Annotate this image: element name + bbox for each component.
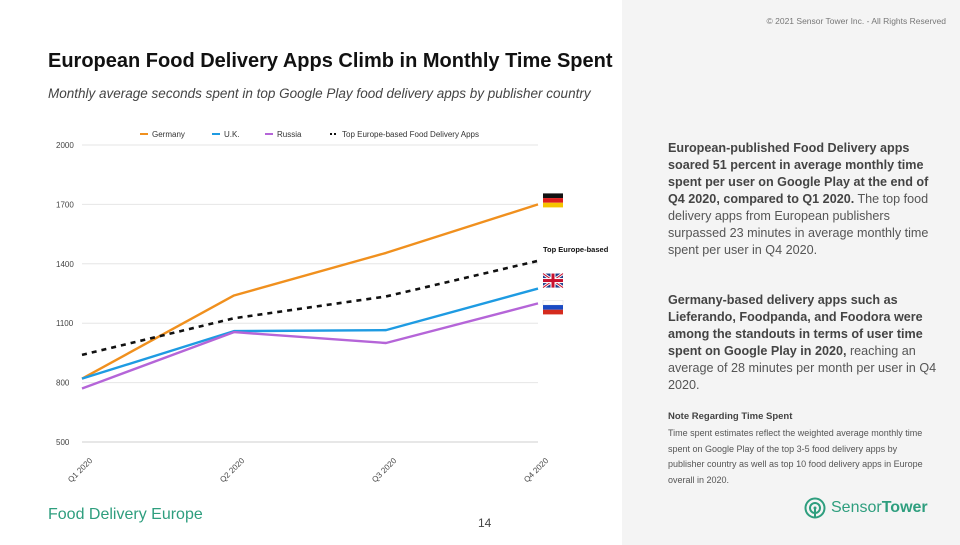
footer-label: Food Delivery Europe xyxy=(48,506,203,523)
series-line xyxy=(81,287,539,380)
paragraph-2: Germany-based delivery apps such as Lief… xyxy=(668,292,938,394)
russia-flag-icon xyxy=(542,300,564,315)
y-tick-label: 800 xyxy=(56,379,70,388)
note-body: Time spent estimates reflect the weighte… xyxy=(668,428,923,485)
sensor-tower-logo: SensorTower xyxy=(804,496,928,520)
paragraph-1-bold: European-published Food Delivery apps so… xyxy=(668,141,929,206)
copyright: © 2021 Sensor Tower Inc. - All Rights Re… xyxy=(766,16,947,26)
series-line xyxy=(81,203,539,380)
y-tick-label: 1100 xyxy=(56,319,74,328)
chart-subtitle: Monthly average seconds spent in top Goo… xyxy=(48,86,591,101)
chart-title: European Food Delivery Apps Climb in Mon… xyxy=(48,50,613,72)
legend-label: U.K. xyxy=(224,130,240,139)
x-tick-label: Q2 2020 xyxy=(218,456,246,484)
series-line xyxy=(81,259,539,357)
uk-flag-icon xyxy=(542,272,564,289)
x-tick-label: Q3 2020 xyxy=(370,456,398,484)
x-tick-label: Q1 2020 xyxy=(66,456,94,484)
y-tick-label: 500 xyxy=(56,438,70,447)
paragraph-2-regular: reaching an average of 28 minutes per mo… xyxy=(668,344,937,392)
right-panel xyxy=(622,0,960,545)
logo-text-tower: Tower xyxy=(881,499,928,516)
x-tick-label: Q4 2020 xyxy=(522,456,550,484)
y-tick-label: 1700 xyxy=(56,200,74,209)
logo-text-sensor: Sensor xyxy=(831,499,882,516)
logo-text: SensorTower xyxy=(831,499,928,517)
paragraph-1-regular: The top food delivery apps from European… xyxy=(668,192,929,257)
y-tick-label: 1400 xyxy=(56,260,74,269)
line-chart: 500 800 1100 1400 1700 2000 Q1 2020 Q2 2020 Q3 2… xyxy=(56,130,609,484)
legend-label: Russia xyxy=(277,130,302,139)
series-end-label: Top Europe-based xyxy=(543,245,609,254)
y-tick-label: 2000 xyxy=(56,141,74,150)
paragraph-1: European-published Food Delivery apps so… xyxy=(668,140,938,259)
germany-flag-icon xyxy=(543,193,563,208)
legend-label: Germany xyxy=(152,130,185,139)
note-title: Note Regarding Time Spent xyxy=(668,411,793,422)
paragraph-2-bold: Germany-based delivery apps such as Lief… xyxy=(668,293,923,358)
legend-label: Top Europe-based Food Delivery Apps xyxy=(342,130,479,139)
series-line xyxy=(81,302,539,390)
sensor-tower-logo-icon xyxy=(804,497,826,519)
page-number: 14 xyxy=(478,516,492,530)
